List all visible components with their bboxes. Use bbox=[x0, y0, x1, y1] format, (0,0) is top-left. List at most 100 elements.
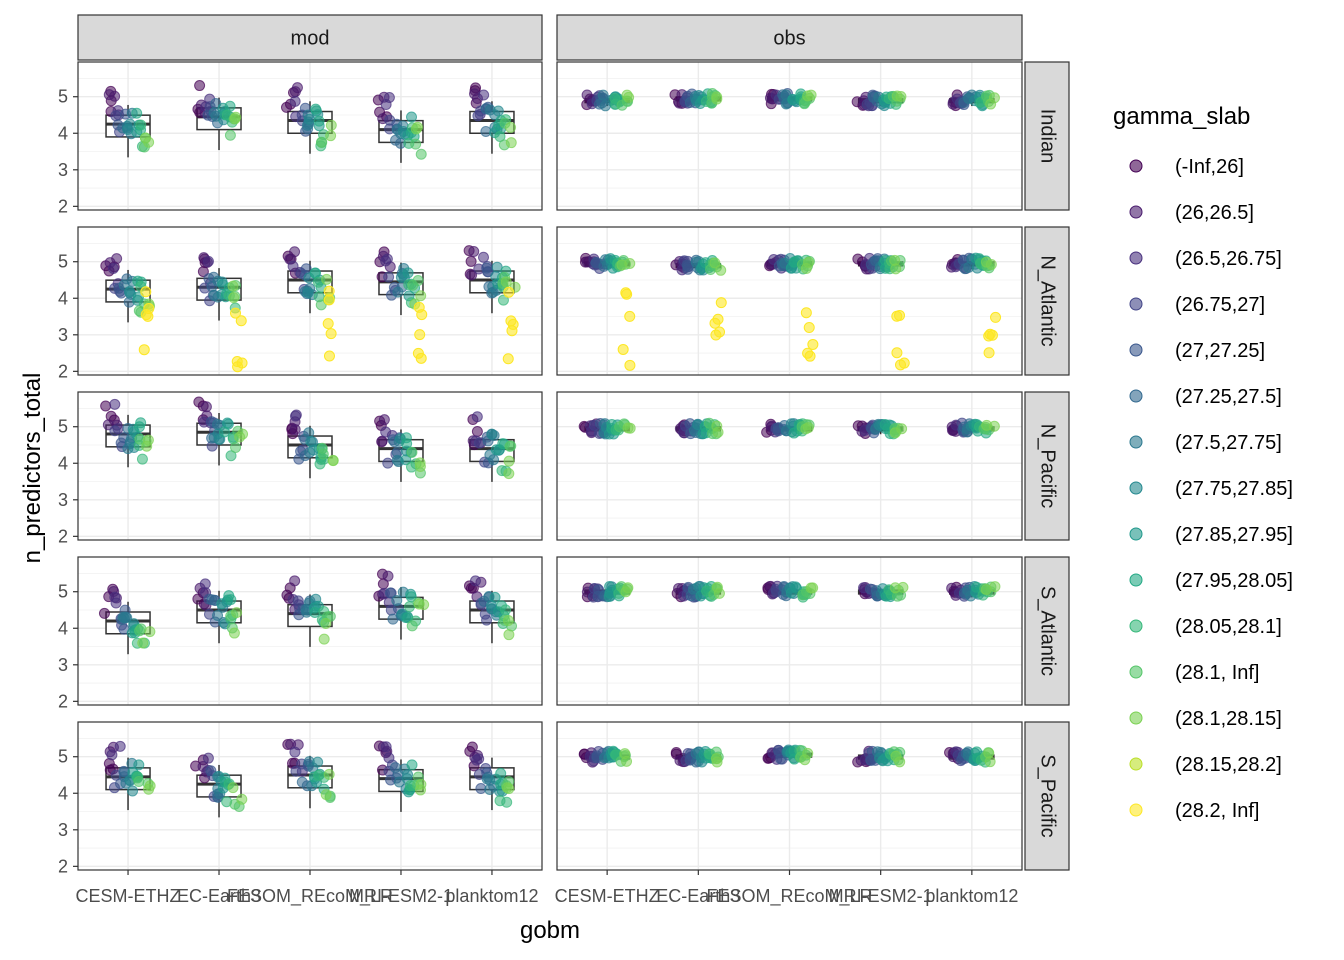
facet-strip-N_Pacific bbox=[1024, 391, 1070, 541]
data-point bbox=[503, 286, 515, 298]
data-point bbox=[412, 275, 424, 287]
x-tick-label: EC-Earth3 bbox=[177, 886, 261, 906]
data-point bbox=[117, 611, 129, 623]
data-point bbox=[402, 267, 414, 279]
data-point bbox=[980, 256, 992, 268]
data-point bbox=[289, 95, 301, 107]
data-point bbox=[310, 103, 322, 115]
data-point bbox=[802, 422, 814, 434]
data-point bbox=[890, 263, 902, 275]
legend-label: (26.5,26.75] bbox=[1175, 248, 1282, 270]
data-point bbox=[227, 782, 239, 794]
data-point bbox=[320, 789, 332, 801]
data-point bbox=[895, 359, 907, 371]
y-tick-label: 2 bbox=[58, 856, 68, 876]
data-point bbox=[127, 785, 139, 797]
legend-label: (28.1, Inf] bbox=[1175, 662, 1260, 684]
x-tick-label: CESM-ETHZ bbox=[76, 886, 181, 906]
data-point bbox=[466, 741, 478, 753]
legend-key bbox=[1129, 619, 1143, 633]
data-point bbox=[312, 756, 324, 768]
data-point bbox=[114, 740, 126, 752]
y-tick-label: 3 bbox=[58, 490, 68, 510]
data-point bbox=[109, 90, 121, 102]
data-point bbox=[387, 613, 399, 625]
data-point bbox=[109, 425, 121, 437]
y-tick-label: 4 bbox=[58, 453, 68, 473]
data-point bbox=[139, 132, 151, 144]
data-point bbox=[280, 101, 292, 113]
legend-key bbox=[1129, 665, 1143, 679]
y-tick-label: 4 bbox=[58, 618, 68, 638]
legend-key bbox=[1129, 435, 1143, 449]
facet-strip-mod bbox=[77, 14, 543, 61]
data-point bbox=[682, 263, 694, 275]
data-point bbox=[325, 130, 337, 142]
y-tick-label: 5 bbox=[58, 417, 68, 437]
facet-strip-N_Atlantic bbox=[1024, 226, 1070, 376]
facet-strip-S_Pacific bbox=[1024, 721, 1070, 871]
data-point bbox=[137, 637, 149, 649]
data-point bbox=[989, 581, 1001, 593]
data-point bbox=[392, 286, 404, 298]
y-tick-label: 3 bbox=[58, 655, 68, 675]
legend-key bbox=[1129, 757, 1143, 771]
data-point bbox=[323, 285, 335, 297]
y-tick-label: 2 bbox=[58, 361, 68, 381]
data-point bbox=[984, 328, 996, 340]
data-point bbox=[415, 352, 427, 364]
data-point bbox=[503, 468, 515, 480]
data-point bbox=[852, 253, 864, 265]
data-point bbox=[891, 347, 903, 359]
data-point bbox=[109, 398, 121, 410]
data-point bbox=[400, 432, 412, 444]
panel-mod-S_Pacific: 2 3 4 5 bbox=[58, 721, 543, 876]
panel-border bbox=[556, 391, 1023, 541]
data-point bbox=[715, 297, 727, 309]
data-point bbox=[500, 604, 512, 616]
x-tick-label: FESOM_REcoM_LR bbox=[227, 886, 393, 907]
panel-border bbox=[556, 226, 1023, 376]
data-point bbox=[410, 138, 422, 150]
data-point bbox=[502, 615, 514, 627]
facet-strip-S_Atlantic bbox=[1024, 556, 1070, 706]
data-point bbox=[302, 287, 314, 299]
data-point bbox=[380, 99, 392, 111]
data-point bbox=[314, 458, 326, 470]
data-point bbox=[711, 91, 723, 103]
data-point bbox=[711, 581, 723, 593]
data-point bbox=[418, 599, 430, 611]
data-point bbox=[383, 271, 395, 283]
data-point bbox=[199, 578, 211, 590]
data-point bbox=[621, 755, 633, 767]
data-point bbox=[384, 587, 396, 599]
legend-key bbox=[1129, 159, 1143, 173]
data-point bbox=[289, 246, 301, 258]
data-point bbox=[194, 80, 206, 92]
data-point bbox=[492, 105, 504, 117]
data-point bbox=[216, 598, 228, 610]
data-point bbox=[133, 759, 145, 771]
y-tick-label: 4 bbox=[58, 288, 68, 308]
legend-label: (27.85,27.95] bbox=[1175, 524, 1293, 546]
data-point bbox=[890, 750, 902, 762]
data-point bbox=[406, 759, 418, 771]
data-point bbox=[232, 361, 244, 373]
data-point bbox=[134, 625, 146, 637]
data-point bbox=[317, 448, 329, 460]
data-point bbox=[98, 607, 110, 619]
data-point bbox=[709, 317, 721, 329]
legend-label: (28.2, Inf] bbox=[1175, 800, 1260, 822]
data-point bbox=[800, 307, 812, 319]
data-point bbox=[290, 409, 302, 421]
data-point bbox=[202, 255, 214, 267]
data-point bbox=[709, 257, 721, 269]
data-point bbox=[617, 343, 629, 355]
data-point bbox=[325, 328, 337, 340]
panel-border bbox=[556, 556, 1023, 706]
data-point bbox=[415, 148, 427, 160]
data-point bbox=[381, 253, 393, 265]
data-point bbox=[412, 121, 424, 133]
data-point bbox=[110, 110, 122, 122]
data-point bbox=[620, 586, 632, 598]
